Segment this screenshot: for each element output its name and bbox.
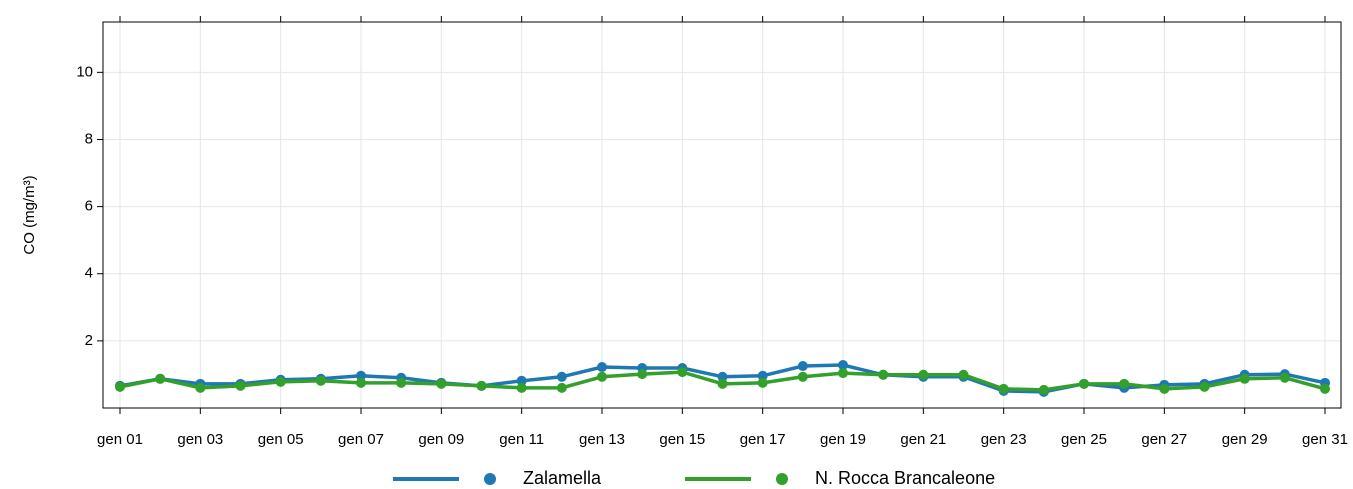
x-tick-label: gen 31 [1302, 431, 1348, 448]
data-point [838, 360, 848, 371]
x-tick-label: gen 05 [258, 431, 304, 448]
x-tick-label: gen 09 [418, 431, 464, 448]
y-axis-label: CO (mg/m³) [21, 175, 38, 254]
data-point [1079, 378, 1089, 389]
data-point [516, 382, 527, 393]
x-tick-label: gen 11 [499, 431, 544, 448]
data-point [556, 382, 567, 393]
data-point [597, 362, 607, 373]
y-tick-label: 6 [85, 198, 93, 215]
y-tick-label: 8 [85, 130, 93, 147]
data-point [597, 371, 607, 382]
data-point [476, 380, 487, 391]
legend-dot [776, 473, 788, 485]
legend-label: Zalamella [523, 468, 602, 488]
data-point [878, 369, 889, 380]
data-point [556, 371, 567, 382]
data-point [1159, 383, 1170, 394]
x-tick-label: gen 13 [579, 431, 625, 448]
data-point [717, 378, 728, 389]
plot-frame [102, 21, 1342, 409]
data-point [356, 370, 366, 381]
data-point [1038, 384, 1049, 395]
data-point [436, 378, 447, 389]
x-tick-label: gen 29 [1222, 431, 1268, 448]
data-point [1279, 372, 1290, 383]
data-point [396, 377, 407, 388]
data-point [155, 373, 166, 384]
data-point [315, 375, 326, 386]
data-point [1119, 378, 1130, 389]
data-point [797, 371, 808, 382]
x-tick-label: gen 03 [177, 431, 223, 448]
x-tick-label: gen 27 [1141, 431, 1187, 448]
y-tick-label: 4 [85, 265, 93, 282]
data-point [918, 369, 929, 380]
x-tick-label: gen 25 [1061, 431, 1107, 448]
data-point [757, 377, 768, 388]
data-point [757, 370, 768, 381]
legend-label: N. Rocca Brancaleone [815, 468, 995, 488]
data-point [356, 377, 366, 388]
x-tick-label: gen 17 [740, 431, 786, 448]
data-point [1239, 373, 1250, 384]
data-point [1320, 383, 1330, 394]
data-point [115, 381, 125, 392]
data-point [195, 382, 206, 393]
x-tick-label: gen 15 [659, 431, 705, 448]
data-point [838, 368, 848, 379]
data-point [516, 375, 527, 386]
data-point [677, 367, 688, 378]
data-point [998, 383, 1009, 394]
data-point [958, 369, 969, 380]
x-tick-label: gen 19 [820, 431, 866, 448]
x-tick-label: gen 23 [981, 431, 1027, 448]
y-tick-label: 10 [76, 63, 93, 80]
x-tick-label: gen 21 [900, 431, 946, 448]
data-point [235, 380, 246, 391]
data-point [275, 376, 286, 387]
data-point [637, 369, 648, 380]
legend-dot [484, 473, 496, 485]
data-point [1199, 381, 1210, 392]
data-point [717, 371, 728, 382]
y-tick-label: 2 [85, 332, 93, 349]
data-point [797, 361, 808, 372]
x-tick-label: gen 07 [338, 431, 384, 448]
x-tick-label: gen 01 [97, 431, 143, 448]
